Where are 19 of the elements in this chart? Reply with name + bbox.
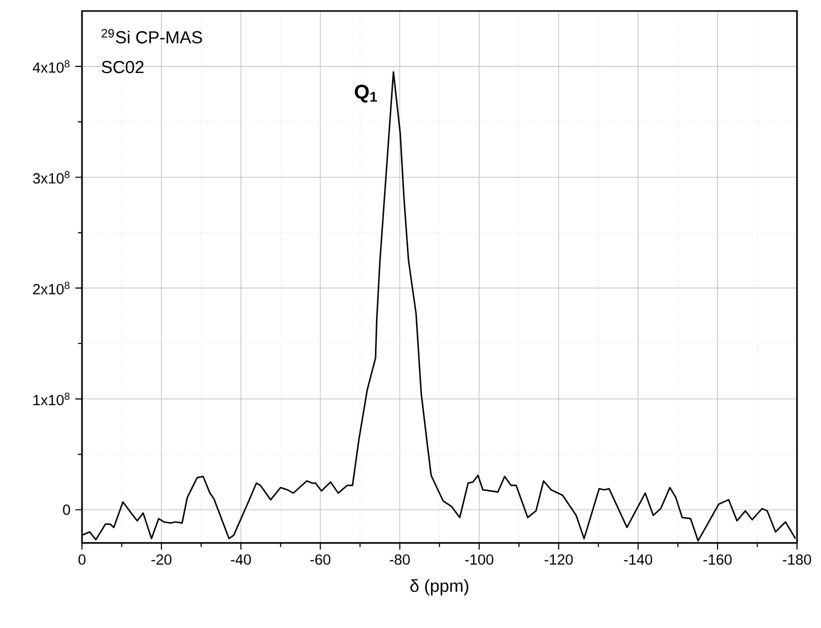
x-tick-label: 0: [78, 554, 86, 565]
x-tick-label: -180: [782, 554, 812, 565]
y-tick-label: 1x10$^{8}$: [34, 392, 70, 406]
x-tick-label: -60: [310, 554, 330, 565]
y-tick-label: 4x10$^{8}$: [32, 60, 70, 73]
x-tick-label: -100: [465, 554, 494, 565]
x-tick-label: -40: [230, 554, 251, 565]
y-tick-label: 2x10$^{8}$: [33, 282, 70, 294]
annotation: Q$_{1}$: [354, 84, 377, 103]
x-tick-label: -80: [390, 554, 410, 565]
x-tick-label: -20: [151, 554, 172, 565]
x-tick-label: -140: [624, 554, 652, 565]
x-axis-title: δ (ppm): [410, 579, 468, 596]
x-tick-label: -160: [704, 554, 732, 565]
y-tick-label: 3x10$^{8}$: [33, 170, 70, 184]
annotation: SC02: [102, 60, 144, 74]
x-tick-label: -120: [544, 554, 573, 565]
annotation: $^{29}$Si CP-MAS: [102, 29, 202, 44]
y-tick-label: 0: [63, 504, 70, 515]
